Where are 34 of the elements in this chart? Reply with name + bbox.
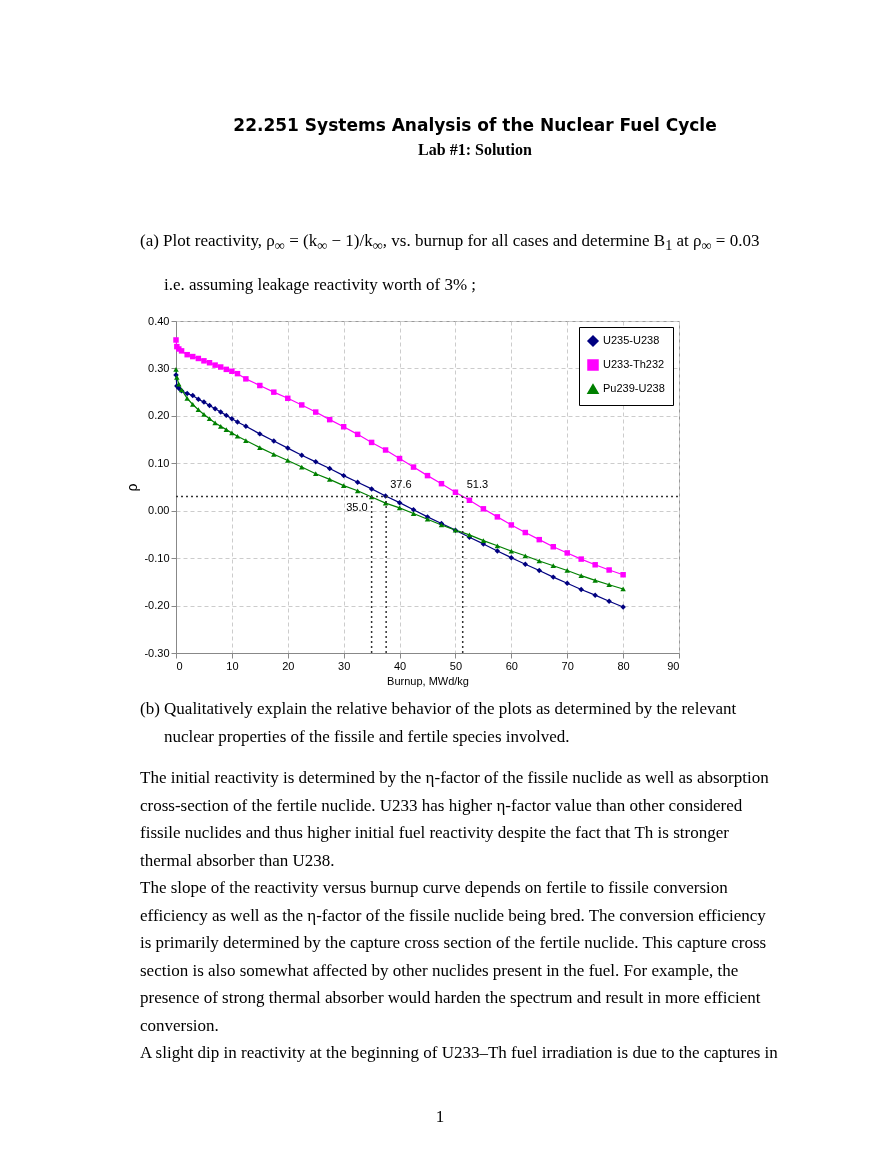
x-tick-label: 60 — [505, 659, 518, 672]
x-tick-label: 0 — [176, 659, 183, 672]
text: 1 — [665, 237, 673, 254]
y-tick-label: 0.20 — [148, 409, 170, 422]
legend-label: Pu239-U238 — [603, 382, 665, 395]
y-tick-label: 0.30 — [148, 362, 170, 375]
y-tick-label: 0.00 — [148, 504, 170, 517]
y-tick-label: -0.10 — [144, 552, 170, 565]
text: 1 — [435, 1106, 445, 1126]
y-tick-label: 0.10 — [148, 457, 170, 470]
y-axis-title: ρ — [124, 483, 141, 492]
x-tick-label: 50 — [449, 659, 463, 672]
text: The slope of the reactivity versus burnup curve depends on fertile to fissile conversion efficiency as well as the η-factor of the fissile nuclide being bred. The conversion efficiency is primarily determined by the capture cross section of the fertile nuclide. This capture cross section is also somewhat affected by other nuclides present in the fuel. For example, the presence of strong thermal absorber would harden the spectrum and result in more efficient conversion. — [140, 877, 768, 1037]
text: A slight dip in reactivity at the beginning of U233–Th fuel irradiation is due to the captures in — [140, 1042, 779, 1065]
y-tick-label: -0.30 — [144, 646, 170, 659]
y-tick-label: -0.20 — [144, 599, 170, 612]
ref-line-label: 37.6 — [390, 478, 412, 491]
x-tick-label: 20 — [282, 659, 295, 672]
x-tick-label: 80 — [617, 659, 630, 672]
x-tick-label: 10 — [226, 659, 239, 672]
chart-subtitle: Lab #1: Solution — [417, 141, 533, 159]
x-tick-label: 70 — [561, 659, 574, 672]
text: The initial reactivity is determined by the η-factor of the fissile nuclide as well as absorption cross-section of the fertile nuclide. U233 has higher η-factor value than other considered fissile nuclides and thus higher initial fuel reactivity despite the fact that Th is stronger thermal absorber than U238. — [140, 767, 770, 872]
ref-line-label: 51.3 — [466, 478, 489, 491]
x-tick-label: 30 — [338, 659, 351, 672]
y-tick-label: 0.40 — [148, 314, 170, 327]
chart-title: 22.251 Systems Analysis of the Nuclear Fuel Cycle — [232, 114, 718, 135]
text: (b) Qualitatively explain the relative behavior of the plots as determined by the relevant nuclear properties of the fissile and fertile species involved. — [140, 698, 738, 748]
x-tick-label: 90 — [667, 659, 680, 672]
x-tick-label: 40 — [393, 659, 407, 672]
legend-label: U233-Th232 — [603, 358, 665, 371]
ref-line-label: 35.0 — [346, 501, 368, 514]
x-axis-title: Burnup, MWd/kg — [387, 674, 469, 687]
legend-label: U235-U238 — [603, 334, 660, 347]
